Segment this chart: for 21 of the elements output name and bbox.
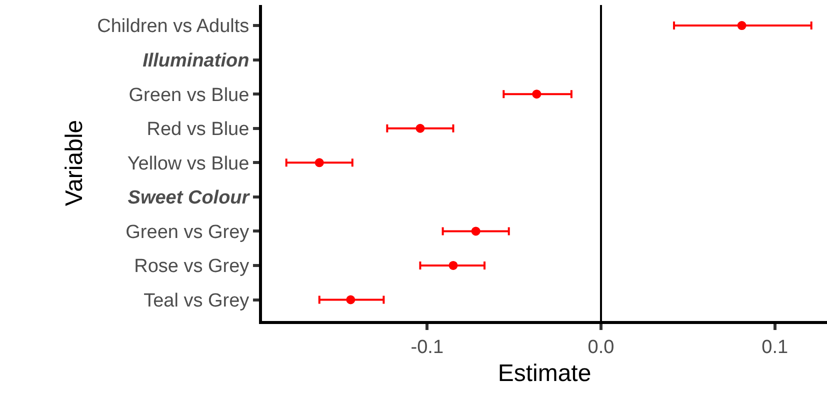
point [532, 90, 542, 99]
x-tick-label: -0.1 [410, 336, 444, 358]
y-tick-label: Yellow vs Blue [127, 153, 250, 174]
y-tick-label: Sweet Colour [128, 188, 251, 209]
y-tick-label: Red vs Blue [146, 119, 250, 140]
point [346, 295, 356, 304]
x-axis-title: Estimate [498, 360, 592, 388]
y-tick-label: Teal vs Grey [144, 290, 250, 312]
point [448, 260, 458, 270]
y-axis-title: Variable [61, 120, 88, 206]
y-tick-label: Green vs Blue [128, 84, 250, 106]
y-tick-label: Green vs Grey [126, 222, 250, 243]
point [314, 158, 324, 168]
y-tick-label: Illumination [142, 50, 250, 72]
x-tick-label: 0.1 [762, 336, 788, 358]
x-tick-label: 0.0 [588, 336, 614, 358]
point [416, 124, 425, 133]
point [737, 21, 746, 30]
y-tick-label: Children vs Adults [97, 16, 250, 38]
y-tick-label: Rose vs Grey [134, 256, 250, 278]
point [471, 226, 480, 236]
